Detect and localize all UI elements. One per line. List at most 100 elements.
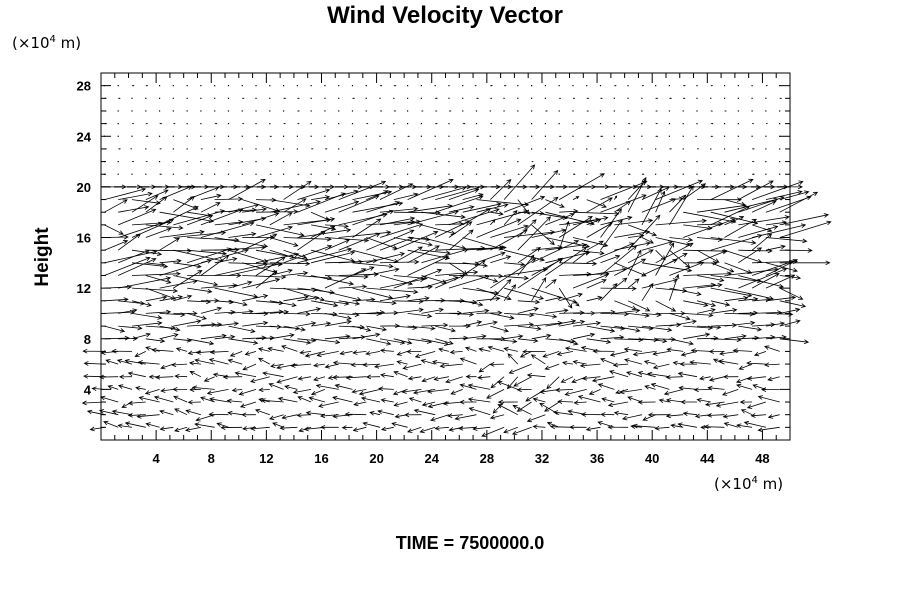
vector-arrow xyxy=(127,412,146,418)
vector-arrow xyxy=(669,319,697,327)
vector-arrow xyxy=(242,212,280,226)
vector-arrow xyxy=(332,395,353,403)
vector-arrow xyxy=(241,160,243,163)
vector-arrow xyxy=(268,383,284,390)
vector-arrow xyxy=(710,173,712,175)
vector-arrow xyxy=(750,413,766,418)
vector-arrow xyxy=(476,296,501,302)
vector-arrow xyxy=(490,278,512,302)
vector-arrow xyxy=(668,123,671,125)
vector-arrow xyxy=(586,135,590,137)
vector-arrow xyxy=(490,255,512,264)
vector-arrow xyxy=(586,199,607,208)
vector-arrow xyxy=(476,97,479,99)
vector-arrow xyxy=(476,203,509,213)
vector-arrow xyxy=(779,97,783,99)
vector-arrow xyxy=(159,426,174,431)
vector-arrow xyxy=(462,110,464,112)
vector-arrow xyxy=(131,300,152,307)
vector-arrow xyxy=(324,110,326,112)
vector-arrow xyxy=(779,135,781,137)
vector-arrow xyxy=(296,148,298,150)
vector-arrow xyxy=(580,412,601,417)
vector-arrow xyxy=(503,284,517,302)
vector-arrow xyxy=(414,351,436,359)
vector-arrow xyxy=(227,410,243,416)
vector-arrow xyxy=(296,160,298,163)
x-tick-label: 24 xyxy=(424,451,439,466)
vector-arrow xyxy=(683,160,686,163)
vector-arrow xyxy=(214,309,236,315)
vector-arrow xyxy=(419,173,422,175)
vector-arrow xyxy=(171,362,188,368)
vector-arrow xyxy=(320,424,339,430)
vector-arrow xyxy=(311,300,339,308)
vector-arrow xyxy=(490,211,504,216)
vector-arrow xyxy=(214,122,218,125)
vector-arrow xyxy=(752,160,755,163)
vector-arrow xyxy=(723,160,726,163)
vector-arrow xyxy=(614,258,647,276)
vector-arrow xyxy=(407,296,430,302)
vector-arrow xyxy=(366,237,398,250)
vector-arrow xyxy=(269,85,271,87)
vector-arrow xyxy=(324,334,351,340)
vector-arrow xyxy=(650,382,670,390)
vector-arrow xyxy=(214,135,216,137)
vector-arrow xyxy=(159,148,162,150)
vector-arrow xyxy=(269,135,273,137)
vector-arrow xyxy=(517,110,519,112)
vector-arrow xyxy=(191,385,215,391)
vector-arrow xyxy=(545,199,565,208)
vector-arrow xyxy=(476,218,522,238)
vector-arrow xyxy=(779,148,781,150)
vector-arrow xyxy=(173,395,188,403)
vector-arrow xyxy=(228,178,266,200)
vector-arrow xyxy=(393,237,433,247)
vector-arrow xyxy=(579,363,601,368)
vector-arrow xyxy=(600,173,603,175)
vector-arrow xyxy=(209,397,229,403)
vector-arrow xyxy=(504,312,535,318)
vector-arrow xyxy=(600,358,615,365)
vector-arrow xyxy=(765,244,786,251)
vector-arrow xyxy=(559,135,562,137)
vector-arrow xyxy=(145,148,147,150)
vector-arrow xyxy=(503,164,536,200)
vector-arrow xyxy=(226,398,243,404)
vector-arrow xyxy=(504,84,507,87)
vector-arrow xyxy=(324,319,352,327)
vector-arrow xyxy=(779,338,810,345)
vector-arrow xyxy=(531,287,578,304)
vector-arrow xyxy=(379,206,419,213)
vector-arrow xyxy=(432,359,449,365)
vector-arrow xyxy=(186,85,188,87)
vector-arrow xyxy=(145,422,160,428)
vector-arrow xyxy=(297,396,312,403)
vector-arrow xyxy=(737,123,739,125)
vector-arrow xyxy=(283,338,312,345)
vector-arrow xyxy=(283,236,332,242)
vector-arrow xyxy=(490,123,493,125)
vector-arrow xyxy=(282,148,285,150)
vector-arrow xyxy=(545,319,577,327)
vector-arrow xyxy=(281,414,298,420)
vector-arrow xyxy=(435,310,463,316)
vector-arrow xyxy=(117,173,119,175)
vector-arrow xyxy=(761,387,780,392)
vector-arrow xyxy=(567,409,587,416)
vector-arrow xyxy=(737,160,739,163)
vector-arrow xyxy=(614,277,628,289)
vector-arrow xyxy=(465,374,477,379)
x-tick-label: 12 xyxy=(259,451,273,466)
vector-arrow xyxy=(131,97,133,99)
vector-arrow xyxy=(669,185,694,226)
vector-arrow xyxy=(696,275,725,283)
vector-arrow xyxy=(628,122,631,125)
vector-arrow xyxy=(173,294,193,302)
vector-arrow xyxy=(434,425,449,431)
vector-arrow xyxy=(504,230,556,238)
vector-arrow xyxy=(242,335,267,341)
vector-arrow xyxy=(683,211,737,224)
vector-arrow xyxy=(365,374,381,380)
